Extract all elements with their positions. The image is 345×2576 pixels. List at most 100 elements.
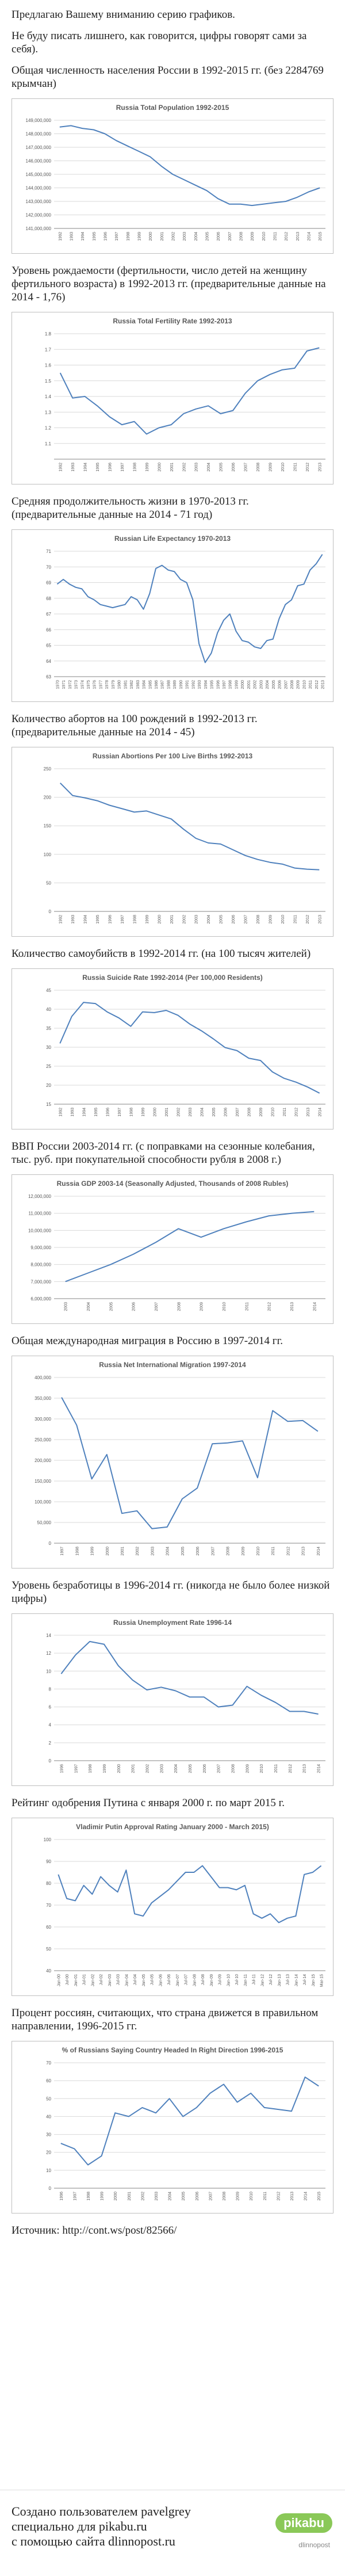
x-tick-label: 1992 [59,915,63,924]
x-tick-label: 2013 [296,232,300,241]
y-tick-label: 30 [46,2132,51,2138]
x-tick-label: 2005 [181,1547,185,1556]
chart-title: Russian Life Expectancy 1970-2013 [114,535,231,543]
x-tick-label: 2005 [206,232,210,241]
x-tick-label: 2010 [281,463,285,472]
x-tick-label: 2006 [224,1108,228,1117]
x-tick-label: 2012 [277,2192,281,2201]
x-tick-label: 1989 [173,680,177,689]
x-tick-label: Jan-10 [227,1974,231,1987]
x-tick-label: 2012 [285,232,289,241]
x-tick-label: 2003 [160,1764,164,1773]
y-tick-label: 150 [44,823,52,829]
x-tick-label: 1997 [223,680,227,689]
y-tick-label: 50 [46,2096,51,2101]
x-tick-label: 2000 [153,1108,157,1117]
x-tick-label: 2006 [203,1764,207,1773]
x-tick-label: 1986 [155,680,159,689]
x-tick-label: 2010 [223,1302,227,1311]
x-tick-label: 2013 [318,463,322,472]
x-tick-label: 2001 [170,915,174,924]
x-tick-label: 2015 [317,2192,321,2201]
x-tick-label: 2000 [106,1547,110,1556]
y-tick-label: 145,000,000 [26,172,52,177]
y-tick-label: 1.3 [45,410,52,415]
chart-title: Russia Net International Migration 1997-… [99,1361,246,1369]
x-tick-label: 1998 [129,1108,133,1117]
x-tick-label: 2004 [201,1108,205,1117]
y-tick-label: 60 [46,1925,51,1930]
x-tick-label: 1997 [74,1764,78,1773]
x-tick-label: 2001 [160,232,164,241]
x-tick-label: 2003 [189,1108,193,1117]
data-line [65,1211,315,1283]
x-tick-label: 1985 [148,680,152,689]
y-tick-label: 4 [49,1723,52,1728]
x-tick-label: 1992 [59,1108,63,1117]
x-tick-label: 1999 [101,2192,105,2201]
y-tick-label: 8,000,000 [30,1262,51,1268]
x-tick-label: Jul-02 [99,1974,103,1985]
x-tick-label: 2013 [318,915,322,924]
x-tick-label: 2006 [232,915,236,924]
x-tick-label: 1996 [60,2192,64,2201]
y-tick-label: 30 [46,1045,51,1050]
x-tick-label: Jul-11 [252,1974,256,1985]
y-tick-label: 100 [44,1837,52,1842]
x-tick-label: 1981 [124,680,128,689]
y-tick-label: 1.2 [45,426,52,431]
x-tick-label: Jan-01 [74,1974,78,1987]
y-tick-label: 11,000,000 [29,1211,52,1216]
x-tick-label: 2013 [303,1764,307,1773]
x-tick-label: 1974 [80,680,85,689]
x-tick-label: Jan-08 [193,1974,197,1987]
x-tick-label: 1998 [229,680,233,689]
x-tick-label: 2001 [132,1764,136,1773]
section-caption: Уровень безработицы в 1996-2014 гг. (ник… [12,1579,330,1605]
data-line [60,2076,319,2166]
x-tick-label: 2010 [262,232,266,241]
x-tick-label: 2008 [256,463,260,472]
y-tick-label: 1.6 [45,363,52,368]
chart: Russia Total Fertility Rate 1992-2013 1.1… [12,312,334,484]
y-tick-label: 0 [49,1541,52,1546]
x-tick-label: 1997 [73,2192,77,2201]
x-tick-label: 1995 [93,232,97,241]
y-tick-label: 0 [49,1758,52,1764]
chart-frame [12,2041,334,2214]
x-tick-label: 1993 [198,680,202,689]
x-tick-label: 2014 [304,2192,308,2201]
x-tick-label: 1996 [104,232,108,241]
x-tick-label: 2012 [286,1547,290,1556]
x-tick-label: 1999 [145,463,150,472]
x-tick-label: 1999 [235,680,239,689]
x-tick-label: 1993 [71,463,75,472]
x-tick-label: 1995 [94,1108,98,1117]
x-tick-label: 2009 [246,1764,250,1773]
x-tick-label: 1980 [118,680,122,689]
x-tick-label: 1999 [145,915,150,924]
chart-title: Russia GDP 2003-14 (Seasonally Adjusted,… [57,1180,289,1188]
pikabu-logo[interactable]: pikabu [275,2513,332,2533]
chart: Russia Suicide Rate 1992-2014 (Per 100,0… [12,968,334,1129]
x-tick-label: Jan-04 [125,1974,129,1987]
x-tick-label: 1979 [112,680,116,689]
section-caption: Процент россиян, считающих, что страна д… [12,2007,319,2032]
y-tick-label: 1.8 [45,331,52,337]
x-tick-label: 2002 [182,463,186,472]
y-tick-label: 350,000 [34,1396,51,1401]
y-tick-label: 20 [46,1083,51,1088]
y-tick-label: 149,000,000 [26,118,52,123]
x-tick-label: 2000 [158,463,162,472]
data-line [59,347,320,435]
y-tick-label: 15 [46,1102,51,1107]
x-tick-label: Jul-12 [269,1974,273,1985]
x-tick-label: 1992 [191,680,195,689]
x-tick-label: 2007 [244,463,248,472]
x-tick-label: Jan-14 [294,1974,298,1987]
x-tick-label: 1975 [87,680,91,689]
x-tick-label: 2002 [177,1108,181,1117]
x-tick-label: 2011 [271,1547,275,1555]
x-tick-label: 2012 [295,1108,299,1117]
x-tick-label: 2004 [207,915,211,924]
